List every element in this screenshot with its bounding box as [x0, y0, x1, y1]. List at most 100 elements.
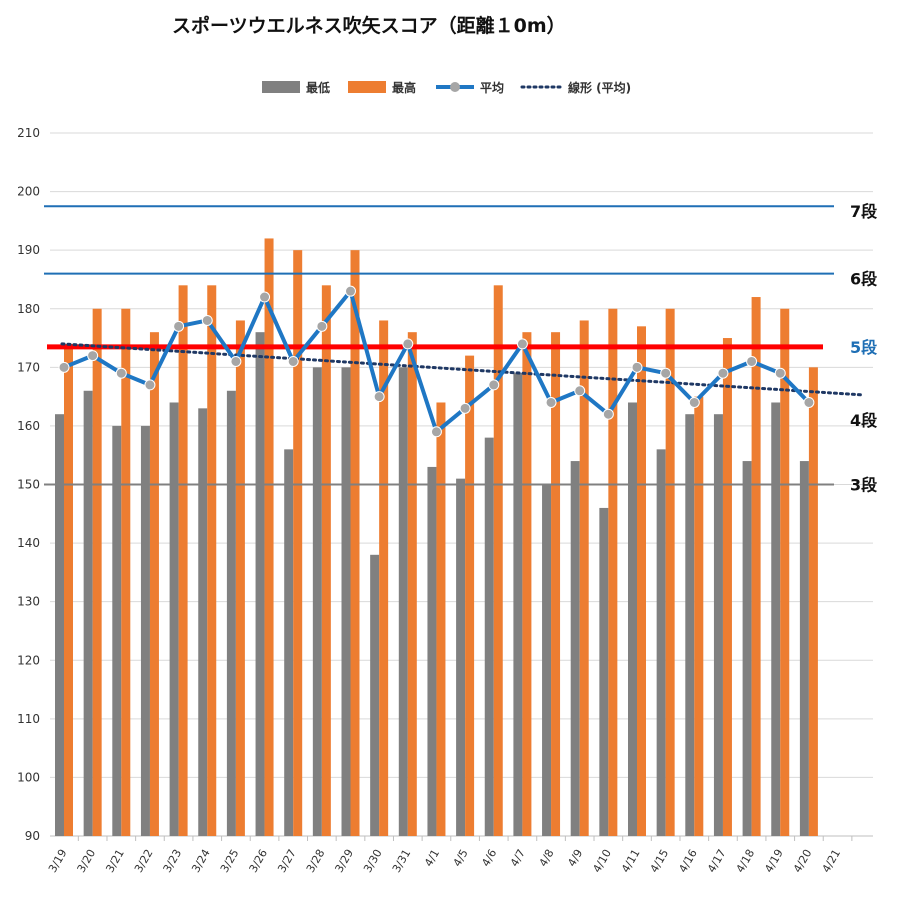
average-point	[316, 320, 328, 332]
bar-high	[665, 308, 675, 836]
bar-low	[628, 402, 637, 836]
y-tick-label: 210	[17, 126, 40, 140]
average-point	[545, 396, 557, 408]
x-tick-label: 3/27	[275, 847, 299, 875]
y-tick-label: 190	[17, 243, 40, 257]
bar-low	[255, 332, 265, 836]
bar-high	[121, 308, 131, 836]
average-point	[373, 391, 385, 403]
average-point	[488, 379, 500, 391]
average-point	[287, 355, 299, 367]
average-point	[746, 355, 758, 367]
bar-low	[656, 449, 666, 836]
bar-low	[169, 402, 179, 836]
average-point	[173, 320, 185, 332]
x-tick-label: 4/8	[537, 847, 557, 869]
x-tick-label: 4/19	[762, 847, 786, 875]
bar-low	[685, 414, 695, 836]
y-tick-label: 170	[17, 360, 40, 374]
bar-low	[427, 466, 437, 836]
bar-high	[321, 285, 331, 837]
bar-high	[751, 297, 761, 836]
average-point	[574, 385, 586, 397]
line-series	[58, 285, 864, 438]
x-tick-label: 4/9	[565, 847, 585, 869]
y-tick-label: 100	[17, 770, 40, 784]
bar-low	[312, 367, 322, 836]
x-tick-label: 3/20	[75, 847, 99, 875]
x-axis: 3/19 3/20 3/21 3/22 3/23 3/24 3/25 3/26 3/27 3/28…	[46, 836, 853, 875]
legend-label-low: 最低	[306, 80, 330, 95]
bar-low	[542, 484, 552, 836]
average-point	[774, 367, 786, 379]
bar-high	[407, 332, 417, 836]
average-point	[803, 396, 815, 408]
bar-high	[379, 320, 389, 836]
x-tick-label: 4/10	[590, 847, 614, 875]
bar-high	[178, 285, 188, 837]
bar-high	[493, 285, 503, 837]
x-tick-label: 3/23	[161, 847, 185, 875]
y-tick-label: 150	[17, 478, 40, 492]
bar-high	[465, 355, 475, 836]
x-tick-label: 3/24	[189, 847, 213, 875]
average-point	[602, 408, 614, 420]
bar-low	[484, 437, 494, 836]
y-tick-label: 200	[17, 185, 40, 199]
bar-high	[608, 308, 618, 836]
y-tick-label: 120	[17, 653, 40, 667]
x-tick-label: 3/25	[218, 847, 242, 875]
x-tick-label: 3/30	[361, 847, 385, 875]
average-point	[230, 355, 242, 367]
y-tick-label: 160	[17, 419, 40, 433]
bar-low	[570, 461, 580, 836]
bar-high	[207, 285, 217, 837]
average-point	[345, 285, 356, 297]
x-tick-label: 4/1	[422, 847, 442, 869]
bar-low	[771, 402, 781, 836]
bar-low	[799, 461, 809, 836]
x-tick-label: 4/7	[508, 847, 528, 869]
bar-low	[112, 425, 122, 836]
y-tick-label: 110	[17, 712, 40, 726]
x-tick-label: 3/19	[46, 847, 70, 875]
dan-label: 5段	[850, 338, 878, 357]
bar-low	[456, 478, 466, 836]
trendline	[60, 342, 864, 397]
bar-low	[226, 390, 236, 836]
x-tick-label: 4/20	[791, 847, 815, 875]
y-tick-label: 130	[17, 595, 40, 609]
x-tick-label: 4/17	[705, 847, 729, 875]
bar-low	[599, 507, 609, 836]
legend-marker-average	[450, 82, 460, 92]
x-tick-label: 4/21	[820, 847, 844, 875]
x-tick-label: 3/29	[332, 847, 356, 875]
dan-label: 6段	[850, 270, 878, 289]
legend-label-trend: 線形 (平均)	[568, 80, 631, 95]
bar-high	[522, 332, 532, 836]
bar-low	[83, 390, 93, 836]
average-point	[144, 379, 156, 391]
average-point	[631, 361, 643, 373]
average-point	[516, 338, 528, 350]
bar-low	[713, 414, 723, 836]
average-point	[402, 338, 414, 350]
bar-low	[513, 373, 523, 836]
y-axis: 90 100 110 120 130 140 150 160 170 180 190 200 210	[17, 126, 40, 843]
legend-label-average: 平均	[480, 80, 504, 95]
average-point	[87, 350, 99, 362]
bar-high	[551, 332, 561, 836]
average-point	[58, 361, 70, 373]
average-point	[115, 367, 127, 379]
x-tick-label: 3/21	[103, 847, 127, 875]
bar-low	[284, 449, 294, 836]
x-tick-label: 3/28	[304, 847, 328, 875]
x-tick-label: 4/16	[676, 847, 700, 875]
bar-high	[64, 343, 73, 836]
reference-lines: 7段 6段 5段 4段 3段	[44, 202, 878, 495]
y-tick-label: 140	[17, 536, 40, 550]
bar-high	[694, 396, 704, 836]
bar-low	[55, 414, 64, 836]
bar-high	[350, 250, 360, 836]
